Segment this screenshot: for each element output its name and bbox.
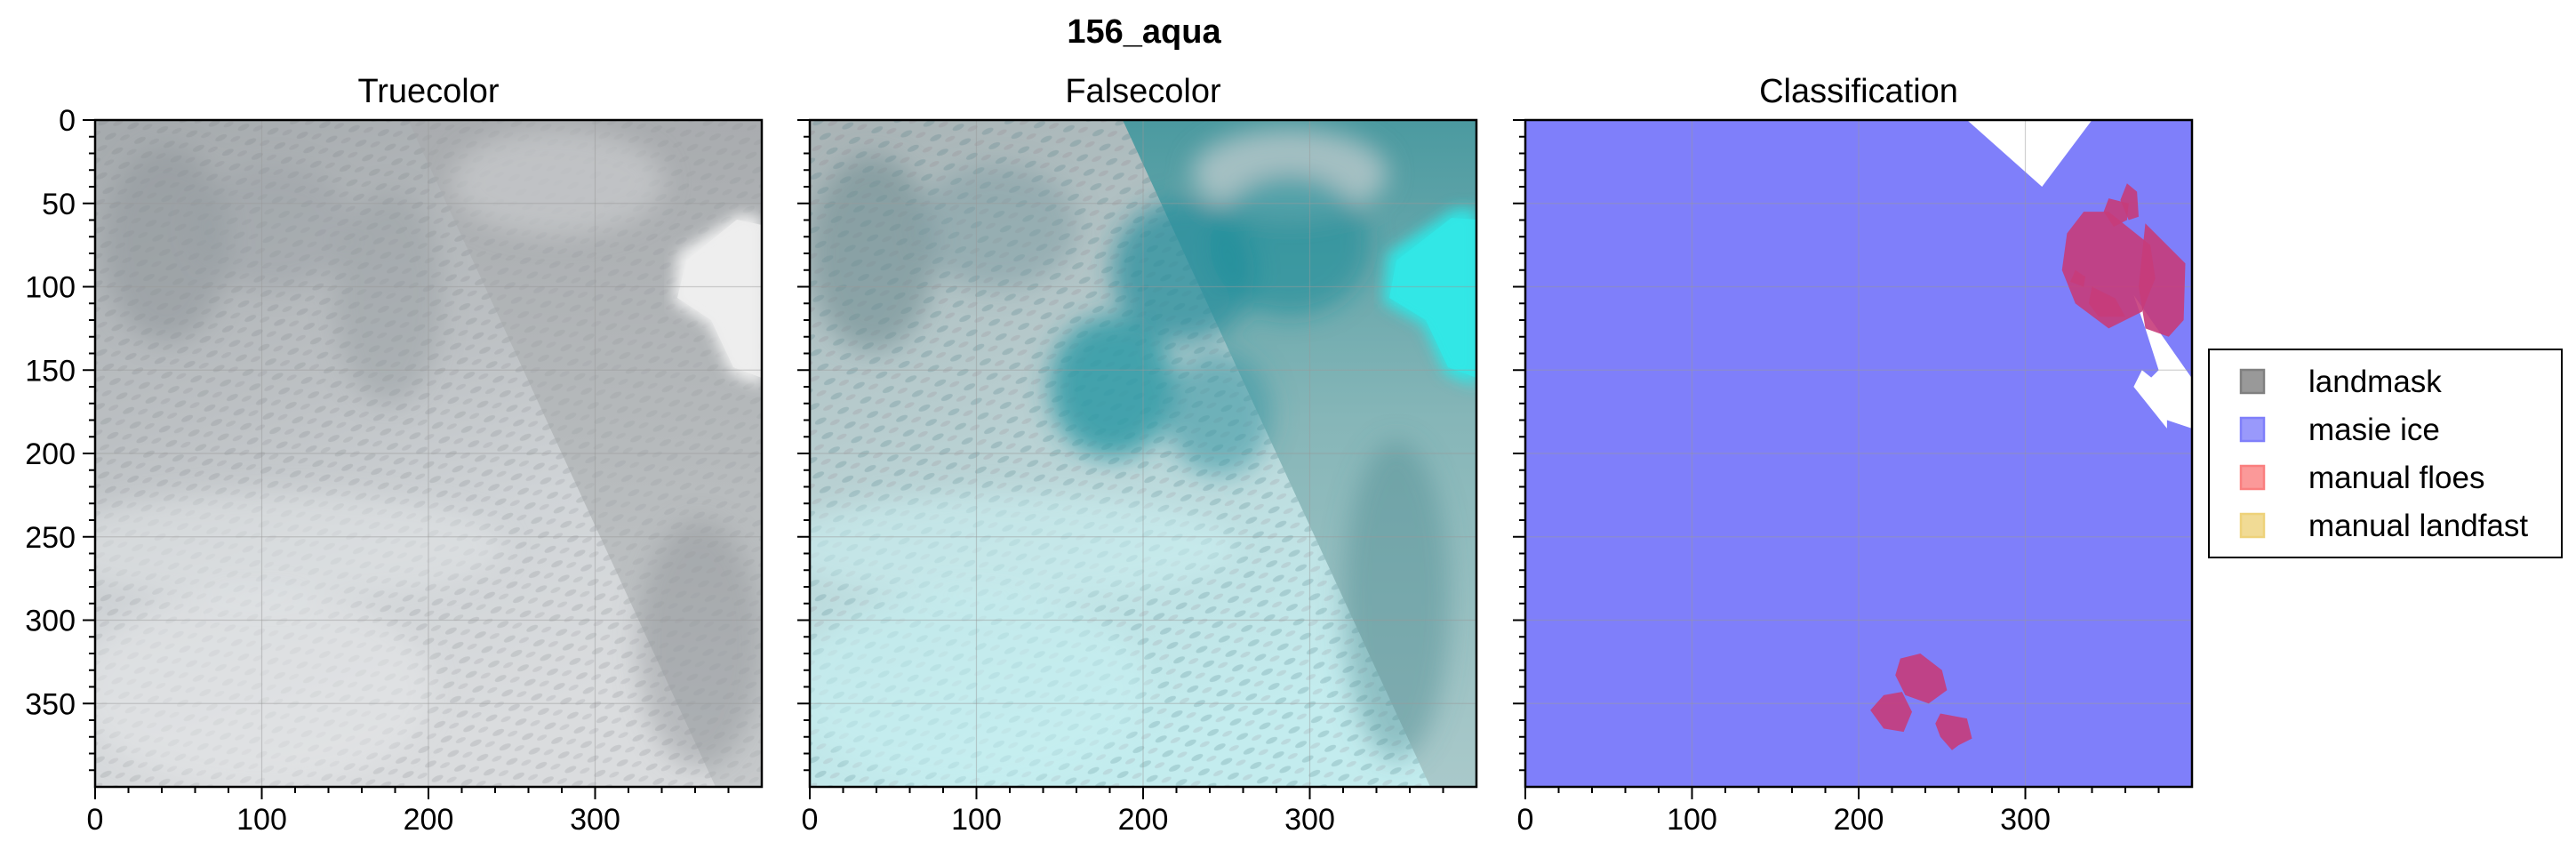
x-tick-label: 0 — [1517, 803, 1534, 837]
falsecolor-panel: Falsecolor 0 100 200 300 — [797, 73, 1478, 837]
legend-swatch — [2239, 512, 2266, 539]
classification-x-axis: 0 100 200 300 — [1517, 787, 2160, 837]
manual-floe — [2070, 269, 2085, 287]
classification-panel-title: Classification — [1759, 73, 1958, 110]
legend-label: manual floes — [2308, 461, 2484, 495]
manual-floe — [2120, 183, 2139, 221]
manual-floe — [2088, 286, 2125, 317]
y-tick-label: 100 — [25, 271, 76, 305]
y-tick-label: 350 — [25, 687, 76, 721]
legend-label: landmask — [2308, 365, 2442, 399]
x-tick-label: 0 — [802, 803, 819, 837]
x-tick-label: 300 — [570, 803, 620, 837]
classification-y-axis — [1513, 119, 1525, 772]
x-tick-label: 200 — [404, 803, 454, 837]
legend-label: manual landfast — [2308, 509, 2528, 543]
legend-swatch — [2239, 416, 2266, 443]
truecolor-image — [95, 120, 762, 787]
falsecolor-panel-title: Falsecolor — [1065, 73, 1221, 110]
manual-floe — [2061, 212, 2156, 329]
no-data-region — [2133, 370, 2167, 429]
y-tick-label: 0 — [59, 104, 76, 138]
legend-label: masie ice — [2308, 413, 2440, 447]
classification-grid — [1525, 120, 2192, 787]
manual-floe — [2103, 198, 2129, 227]
classification-panel: Classification 0 100 200 300 — [1513, 73, 2194, 837]
manual-floe — [2139, 223, 2186, 337]
x-tick-label: 300 — [2000, 803, 2051, 837]
x-tick-label: 100 — [1667, 803, 1717, 837]
x-tick-label: 100 — [236, 803, 287, 837]
x-tick-label: 200 — [1118, 803, 1169, 837]
y-tick-label: 50 — [42, 188, 76, 221]
legend-swatch — [2239, 368, 2266, 395]
x-tick-label: 0 — [87, 803, 104, 837]
legend: landmask masie ice manual floes manual land… — [2208, 349, 2563, 558]
y-tick-label: 150 — [25, 354, 76, 388]
truecolor-x-axis: 0 100 200 300 — [87, 787, 730, 837]
y-tick-label: 250 — [25, 521, 76, 555]
no-data-region — [1966, 120, 2092, 187]
y-tick-label: 300 — [25, 605, 76, 638]
falsecolor-grid — [810, 120, 1476, 787]
manual-floe — [1895, 654, 1948, 704]
x-tick-label: 300 — [1284, 803, 1335, 837]
truecolor-y-axis: 0 50 100 150 200 250 300 350 — [25, 104, 95, 772]
falsecolor-y-axis — [797, 119, 810, 772]
manual-floe — [1870, 692, 1912, 733]
figure-title: 156_aqua — [1067, 13, 1221, 51]
x-tick-label: 100 — [951, 803, 1002, 837]
x-tick-label: 200 — [1834, 803, 1884, 837]
falsecolor-image — [810, 120, 1476, 787]
y-tick-label: 200 — [25, 437, 76, 471]
legend-frame — [2208, 349, 2563, 558]
truecolor-panel-title: Truecolor — [357, 73, 499, 110]
manual-floes-regions — [1870, 183, 2186, 750]
falsecolor-x-axis: 0 100 200 300 — [802, 787, 1444, 837]
truecolor-grid — [95, 120, 762, 787]
classification-map — [1525, 120, 2192, 787]
legend-swatch — [2239, 464, 2266, 491]
manual-floe — [1935, 713, 1972, 750]
